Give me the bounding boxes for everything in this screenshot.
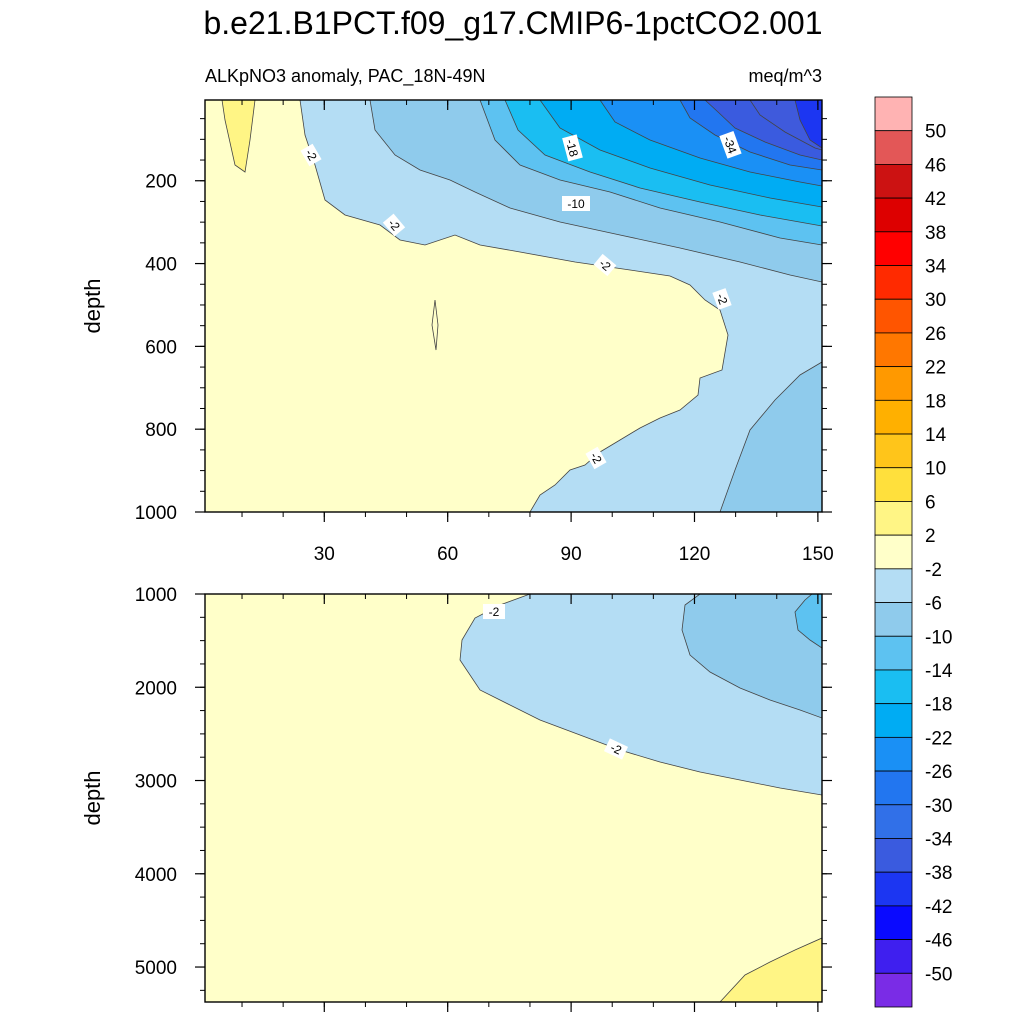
x-tick-label: 150 — [802, 544, 834, 565]
colorbar-swatch — [874, 265, 913, 300]
colorbar-swatch — [874, 905, 913, 940]
colorbar-label: 10 — [925, 459, 946, 480]
colorbar-swatch — [874, 399, 913, 435]
contour-label: -2 — [714, 292, 731, 307]
colorbar-swatch — [874, 332, 913, 368]
x-tick-label: 90 — [561, 544, 582, 565]
lower-panel: -2 -2 1000 2000 3000 4000 5000 depth — [80, 585, 832, 1012]
lower-axis-ticks: 1000 2000 3000 4000 5000 — [135, 585, 832, 1012]
colorbar-label: -18 — [925, 695, 952, 716]
x-tick-label: 60 — [437, 544, 458, 565]
colorbar-label: 50 — [925, 122, 946, 143]
colorbar-label: -2 — [925, 560, 942, 581]
contour-label: -2 — [489, 605, 500, 619]
upper-contour-labels: -2 -2 -2 -2 -2 -10 -18 -34 — [300, 130, 742, 470]
colorbar-swatch — [874, 703, 913, 738]
colorbar-label: -14 — [925, 661, 953, 682]
colorbar-swatch — [874, 635, 913, 671]
y-tick-label: 200 — [145, 172, 177, 193]
upper-plot-frame — [204, 99, 823, 513]
y-tick-label: 3000 — [135, 772, 177, 793]
colorbar: 50 46 42 38 34 30 26 22 18 14 10 6 2 -2 -6 -10 -14 -18 -22… — [874, 96, 953, 1008]
colorbar-label: 42 — [925, 189, 946, 210]
lower-y-axis-title: depth — [80, 770, 105, 825]
upper-right-string: meq/m^3 — [749, 66, 822, 86]
colorbar-swatch — [874, 467, 913, 502]
fill-band-pos2 — [221, 100, 256, 173]
y-tick-label: 1000 — [135, 585, 177, 606]
figure-title: b.e21.B1PCT.f09_g17.CMIP6-1pctCO2.001 — [203, 5, 822, 41]
colorbar-label: -34 — [925, 829, 953, 850]
colorbar-label: 6 — [925, 492, 936, 513]
upper-contour-fill — [205, 100, 822, 512]
colorbar-label: -38 — [925, 863, 952, 884]
upper-left-string: ALKpNO3 anomaly, PAC_18N-49N — [205, 66, 485, 87]
lower-contour-fill — [205, 594, 822, 1002]
fill-band-pos2 — [719, 937, 822, 1002]
colorbar-label: -6 — [925, 594, 942, 615]
colorbar-label: -10 — [925, 627, 952, 648]
colorbar-swatch — [874, 534, 913, 570]
lower-plot-frame — [204, 593, 823, 1003]
colorbar-swatch — [874, 366, 913, 401]
colorbar-swatch — [874, 770, 913, 806]
colorbar-label: -46 — [925, 931, 952, 952]
colorbar-label: 2 — [925, 526, 936, 547]
colorbar-label: 38 — [925, 223, 946, 244]
upper-panel: ALKpNO3 anomaly, PAC_18N-49N meq/m^3 — [80, 66, 834, 565]
colorbar-swatch — [874, 804, 913, 839]
colorbar-swatch — [874, 838, 913, 873]
colorbar-swatch — [874, 568, 913, 603]
upper-y-axis-title: depth — [80, 278, 105, 333]
colorbar-swatch — [874, 939, 913, 974]
colorbar-label: -42 — [925, 897, 952, 918]
colorbar-label: 30 — [925, 290, 946, 311]
y-tick-label: 800 — [145, 420, 177, 441]
fill-band-neg6-deep — [719, 361, 822, 512]
colorbar-swatch — [874, 871, 913, 907]
y-tick-label: 600 — [145, 337, 177, 358]
fill-band-neg10 — [794, 594, 822, 649]
colorbar-label: -30 — [925, 796, 952, 817]
colorbar-label: 18 — [925, 391, 946, 412]
colorbar-swatch — [874, 231, 913, 266]
colorbar-label: 14 — [925, 425, 947, 446]
colorbar-label: -50 — [925, 964, 952, 985]
x-tick-label: 30 — [314, 544, 335, 565]
colorbar-label: 46 — [925, 155, 946, 176]
y-tick-label: 4000 — [135, 865, 177, 886]
y-tick-label: 2000 — [135, 678, 177, 699]
colorbar-swatch — [874, 164, 913, 199]
colorbar-label: 34 — [925, 257, 947, 278]
contour-label: -10 — [567, 197, 585, 211]
contour-label: -34 — [720, 134, 739, 155]
lower-contour-labels: -2 -2 — [483, 604, 629, 760]
colorbar-swatch — [874, 197, 913, 233]
y-tick-label: 400 — [145, 255, 177, 276]
colorbar-swatch — [874, 972, 913, 1008]
contour-label: -18 — [563, 138, 581, 159]
colorbar-label: 22 — [925, 358, 946, 379]
fill-bubble — [431, 299, 439, 351]
colorbar-label: 26 — [925, 324, 946, 345]
colorbar-swatch — [874, 298, 913, 334]
colorbar-swatch — [874, 669, 913, 705]
y-tick-label: 1000 — [135, 503, 177, 524]
colorbar-swatch — [874, 130, 913, 165]
y-tick-label: 5000 — [135, 958, 177, 979]
colorbar-swatch — [874, 736, 913, 772]
upper-axis-ticks: 30 60 90 120 150 200 400 600 800 1000 — [135, 100, 834, 565]
colorbar-swatch — [874, 433, 913, 469]
fill-band-neg6 — [681, 594, 822, 719]
colorbar-swatch — [874, 96, 913, 132]
colorbar-label: -26 — [925, 762, 952, 783]
colorbar-swatch — [874, 602, 913, 637]
x-tick-label: 120 — [679, 544, 711, 565]
colorbar-label: -22 — [925, 728, 952, 749]
colorbar-swatch — [874, 501, 913, 536]
fill-band-neg38 — [794, 100, 822, 149]
